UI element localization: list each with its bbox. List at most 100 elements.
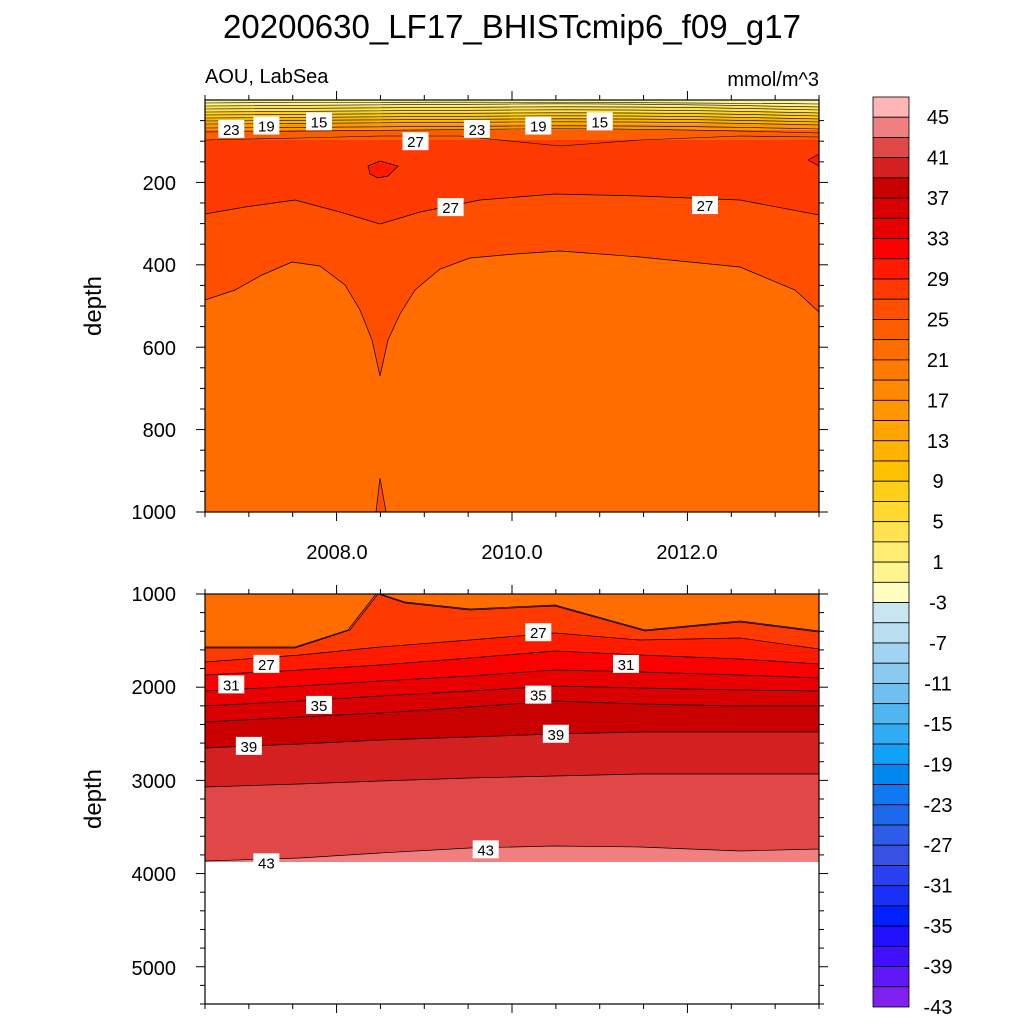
colorbar-label: -27: [924, 835, 953, 857]
lower-contour-label: 35: [306, 695, 333, 715]
colorbar-swatch: [872, 561, 910, 583]
svg-text:23: 23: [469, 122, 486, 139]
svg-text:15: 15: [591, 114, 608, 131]
colorbar-swatch: [872, 662, 910, 684]
colorbar-swatch: [872, 986, 910, 1008]
lower-panel: [205, 594, 819, 1004]
lower-contour-label: 39: [542, 724, 569, 744]
svg-text:15: 15: [311, 114, 328, 131]
colorbar-swatch: [872, 743, 910, 765]
x-tick-label: 2012.0: [656, 542, 717, 564]
upper-contour-label: 15: [306, 112, 333, 131]
lower-contour-label: 31: [613, 654, 640, 674]
svg-text:27: 27: [697, 198, 714, 215]
colorbar-label: 41: [927, 148, 949, 170]
colorbar-swatch: [872, 945, 910, 967]
colorbar: [872, 96, 910, 1008]
upper-contour-label: 15: [586, 112, 613, 131]
lower-y-tick-label: 1000: [132, 584, 177, 606]
svg-text:23: 23: [223, 122, 240, 139]
lower-contour-label: 39: [235, 736, 262, 756]
colorbar-swatch: [872, 602, 910, 624]
variable-label: AOU, LabSea: [205, 66, 329, 88]
upper-contour-label: 27: [691, 196, 718, 215]
upper-contour-label: 19: [253, 116, 280, 136]
colorbar-swatch: [872, 925, 910, 947]
upper-y-tick-label: 800: [143, 420, 176, 442]
svg-text:27: 27: [530, 625, 547, 642]
colorbar-swatch: [872, 116, 910, 138]
svg-text:35: 35: [311, 698, 328, 715]
colorbar-swatch: [872, 885, 910, 907]
colorbar-swatch: [872, 683, 910, 705]
lower-y-tick-label: 4000: [132, 864, 177, 886]
upper-fill-29-patch: [367, 160, 399, 179]
colorbar-swatch: [872, 501, 910, 523]
colorbar-swatch: [872, 440, 910, 462]
upper-y-tick-label: 200: [143, 173, 176, 195]
colorbar-label: 21: [927, 350, 949, 372]
colorbar-label: 1: [932, 552, 943, 574]
colorbar-swatch: [872, 763, 910, 785]
colorbar-label: 29: [927, 269, 949, 291]
colorbar-label: 5: [932, 512, 943, 534]
chart-title: 20200630_LF17_BHISTcmip6_f09_g17: [223, 8, 801, 45]
upper-band-3: [205, 100, 819, 106]
axis-ticks: [196, 91, 828, 1013]
lower-fill-23: [205, 594, 377, 648]
colorbar-label: -15: [924, 714, 953, 736]
colorbar-swatch: [872, 804, 910, 826]
colorbar-label: 17: [927, 390, 949, 412]
upper-contour-label: 19: [525, 116, 552, 136]
upper-contour-label: 27: [437, 198, 464, 217]
svg-text:19: 19: [530, 119, 547, 136]
upper-contour-label: 23: [463, 119, 490, 139]
upper-contour-label: 23: [218, 119, 245, 139]
svg-text:27: 27: [258, 657, 275, 674]
upper-x-tick-labels: 2008.0 2010.0 2012.0: [306, 542, 717, 564]
colorbar-swatch: [872, 96, 910, 118]
svg-text:35: 35: [530, 688, 547, 705]
colorbar-label: 9: [932, 471, 943, 493]
upper-contour-label: 27: [402, 132, 429, 151]
colorbar-swatch: [872, 339, 910, 361]
colorbar-swatch: [872, 784, 910, 806]
upper-y-axis-title: depth: [80, 276, 107, 336]
lower-y-tick-label: 3000: [132, 771, 177, 793]
colorbar-swatch: [872, 359, 910, 381]
colorbar-swatch: [872, 420, 910, 442]
colorbar-swatch: [872, 723, 910, 745]
colorbar-swatch: [872, 703, 910, 725]
lower-fill-23b: [379, 594, 819, 632]
colorbar-swatch: [872, 460, 910, 482]
colorbar-swatch: [872, 157, 910, 179]
lower-contour-label: 27: [525, 623, 552, 642]
colorbar-swatch: [872, 238, 910, 260]
lower-contour-label: 35: [525, 685, 552, 705]
units-label: mmol/m^3: [727, 69, 819, 91]
colorbar-swatch: [872, 379, 910, 401]
svg-text:43: 43: [477, 842, 494, 859]
colorbar-swatch: [872, 217, 910, 239]
upper-y-tick-label: 400: [143, 255, 176, 277]
svg-text:39: 39: [548, 727, 565, 744]
colorbar-label: -31: [924, 876, 953, 898]
colorbar-label: 37: [927, 188, 949, 210]
colorbar-swatch: [872, 258, 910, 280]
colorbar-label: -23: [924, 795, 953, 817]
colorbar-swatch: [872, 137, 910, 159]
colorbar-swatch: [872, 642, 910, 664]
colorbar-swatch: [872, 177, 910, 199]
colorbar-label: 13: [927, 431, 949, 453]
colorbar-swatch: [872, 622, 910, 644]
svg-text:19: 19: [258, 119, 275, 136]
lower-y-tick-label: 5000: [132, 958, 177, 980]
colorbar-label: 45: [927, 107, 949, 129]
lower-y-tick-labels: 1000 2000 3000 4000 5000: [132, 584, 177, 980]
upper-panel: [205, 100, 819, 512]
upper-bottom-spike: [375, 477, 387, 512]
lower-contour-label: 43: [472, 840, 499, 859]
colorbar-label: -39: [924, 957, 953, 979]
lower-contour-label: 31: [218, 675, 245, 694]
